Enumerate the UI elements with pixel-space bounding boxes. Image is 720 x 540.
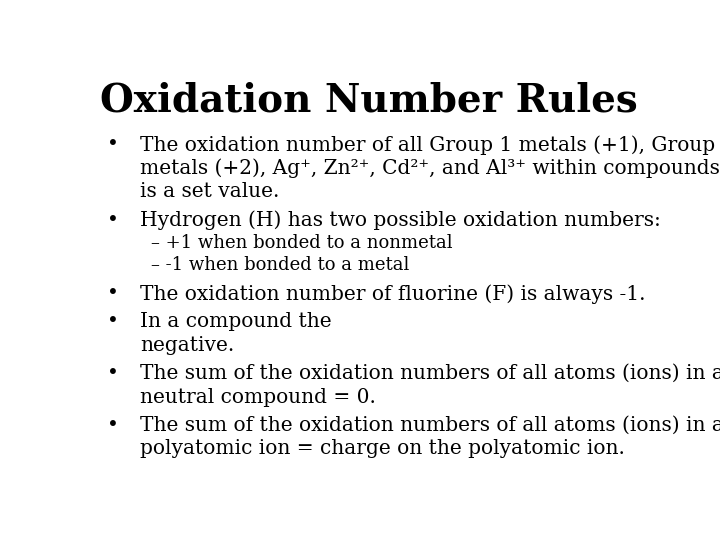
Text: – +1 when bonded to a nonmetal: – +1 when bonded to a nonmetal bbox=[151, 234, 453, 252]
Text: •: • bbox=[107, 284, 119, 303]
Text: In a compound the: In a compound the bbox=[140, 313, 338, 332]
Text: is a set value.: is a set value. bbox=[140, 182, 279, 201]
Text: Oxidation Number Rules: Oxidation Number Rules bbox=[100, 82, 638, 119]
Text: •: • bbox=[107, 313, 119, 332]
Text: The sum of the oxidation numbers of all atoms (ions) in a: The sum of the oxidation numbers of all … bbox=[140, 416, 720, 435]
Text: •: • bbox=[107, 211, 119, 229]
Text: neutral compound = 0.: neutral compound = 0. bbox=[140, 388, 376, 407]
Text: – -1 when bonded to a metal: – -1 when bonded to a metal bbox=[151, 255, 410, 274]
Text: The oxidation number of fluorine (F) is always -1.: The oxidation number of fluorine (F) is … bbox=[140, 284, 646, 303]
Text: The sum of the oxidation numbers of all atoms (ions) in a: The sum of the oxidation numbers of all … bbox=[140, 364, 720, 383]
Text: •: • bbox=[107, 364, 119, 383]
Text: The oxidation number of all Group 1 metals (+1), Group 2: The oxidation number of all Group 1 meta… bbox=[140, 136, 720, 155]
Text: polyatomic ion = charge on the polyatomic ion.: polyatomic ion = charge on the polyatomi… bbox=[140, 440, 625, 458]
Text: negative.: negative. bbox=[140, 336, 235, 355]
Text: •: • bbox=[107, 136, 119, 154]
Text: Hydrogen (H) has two possible oxidation numbers:: Hydrogen (H) has two possible oxidation … bbox=[140, 211, 661, 230]
Text: •: • bbox=[107, 416, 119, 435]
Text: metals (+2), Ag⁺, Zn²⁺, Cd²⁺, and Al³⁺ within compounds: metals (+2), Ag⁺, Zn²⁺, Cd²⁺, and Al³⁺ w… bbox=[140, 159, 720, 179]
